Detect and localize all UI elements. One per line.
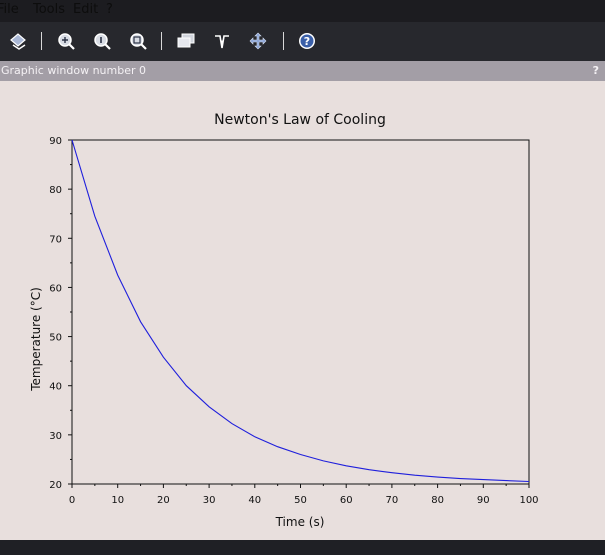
x-axis-label: Time (s) (275, 515, 325, 529)
menu-help[interactable]: ? (106, 2, 113, 17)
y-axis-label: Temperature (°C) (29, 287, 43, 392)
toolbar-separator (283, 32, 284, 50)
x-tick-label: 80 (431, 495, 444, 506)
zoom-in-icon (58, 33, 75, 50)
status-bar (0, 540, 605, 555)
menu-edit[interactable]: Edit (73, 2, 99, 17)
help-button[interactable]: ? (295, 29, 319, 53)
zoom-out-icon (130, 33, 147, 50)
y-tick-label: 30 (49, 431, 62, 442)
help-icon: ? (299, 33, 315, 49)
y-tick-label: 20 (49, 480, 62, 491)
y-tick-label: 80 (49, 185, 62, 196)
x-tick-label: 30 (203, 495, 216, 506)
x-tick-label: 40 (248, 495, 261, 506)
y-tick-label: 50 (49, 333, 62, 344)
x-tick-label: 10 (111, 495, 124, 506)
zoom-in-button[interactable] (54, 29, 78, 53)
zoom-reset-button[interactable] (90, 29, 114, 53)
series-line (71, 139, 530, 483)
x-tick-label: 60 (340, 495, 353, 506)
y-tick-label: 70 (49, 234, 62, 245)
chart-title: Newton's Law of Cooling (214, 112, 386, 128)
plot-area (71, 139, 530, 483)
y-tick-label: 90 (49, 136, 62, 147)
x-tick-label: 20 (157, 495, 170, 506)
rotate-icon (10, 33, 26, 50)
plot-frame (71, 139, 530, 485)
zoom-reset-icon (94, 33, 111, 50)
edit-curve-button[interactable] (210, 29, 234, 53)
rotate-button[interactable] (6, 29, 30, 53)
toolbar-separator (161, 32, 162, 50)
graphic-window-titlebar: Graphic window number 0 ? (0, 61, 605, 81)
toolbar-separator (41, 32, 42, 50)
y-tick-label: 60 (49, 283, 62, 294)
x-tick-label: 100 (519, 495, 538, 506)
toolbar: ? (0, 22, 605, 62)
svg-text:?: ? (304, 35, 310, 48)
menu-bar: File Tools Edit ? (0, 0, 605, 22)
axes: 0 10 20 30 40 50 60 70 80 90 100 20 30 40 50 60 70 80 90 (49, 136, 538, 506)
menu-tools[interactable]: Tools (33, 2, 66, 17)
window-help-button[interactable]: ? (592, 64, 599, 77)
chart: Newton's Law of Cooling Time (s) Tempera… (29, 112, 539, 529)
edit-curve-icon (215, 35, 229, 49)
zoom-out-button[interactable] (126, 29, 150, 53)
datatip-icon (177, 33, 195, 48)
pan-icon (249, 32, 267, 50)
menu-file[interactable]: File (0, 2, 19, 17)
x-tick-label: 50 (294, 495, 307, 506)
x-tick-label: 0 (69, 495, 75, 506)
y-tick-label: 40 (49, 382, 62, 393)
datatip-button[interactable] (174, 29, 198, 53)
x-tick-label: 70 (386, 495, 399, 506)
window-title: Graphic window number 0 (1, 64, 146, 77)
x-tick-label: 90 (477, 495, 490, 506)
pan-button[interactable] (246, 29, 270, 53)
plot-canvas: Newton's Law of Cooling Time (s) Tempera… (0, 81, 605, 540)
